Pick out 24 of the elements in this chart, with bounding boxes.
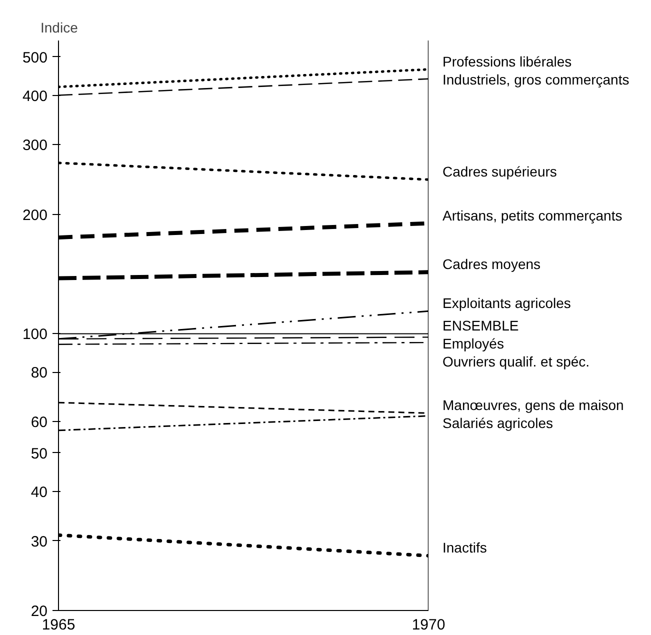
series-label: Exploitants agricoles (442, 295, 571, 312)
y-tick-label: 400 (22, 88, 48, 105)
y-tick-label: 60 (30, 414, 48, 432)
series-label: Artisans, petits commerçants (442, 207, 622, 224)
y-tick-label: 50 (30, 445, 48, 462)
x-tick-label: 1970 (412, 616, 446, 634)
series-label: Cadres supérieurs (442, 164, 557, 180)
series-label: Manœuvres, gens de maison (442, 397, 624, 414)
y-axis-title: Indice (40, 20, 78, 36)
series-label: Salariés agricoles (442, 415, 553, 432)
series-label: Professions libérales (442, 53, 572, 70)
y-tick-label: 30 (30, 533, 48, 550)
y-tick-label: 100 (22, 326, 48, 344)
y-tick-label: 200 (22, 206, 48, 224)
series-label: Employés (442, 336, 504, 352)
series-label: Industriels, gros commerçants (442, 71, 630, 88)
series-label: Cadres moyens (442, 256, 541, 272)
series-label: ENSEMBLE (442, 318, 519, 334)
y-tick-label: 500 (22, 49, 48, 66)
series-label: Inactifs (442, 540, 487, 556)
y-tick-label: 40 (30, 484, 48, 501)
series-label: Ouvriers qualif. et spéc. (442, 354, 590, 370)
y-tick-label: 300 (22, 137, 48, 154)
y-tick-label: 80 (30, 364, 48, 382)
